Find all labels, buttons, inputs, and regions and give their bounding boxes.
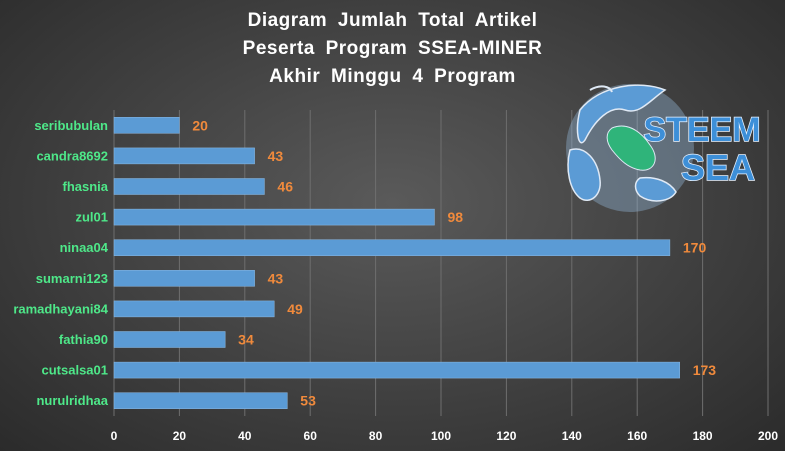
value-label: 173 bbox=[693, 362, 717, 378]
category-labels: seribubulan candra8692 fhasnia zul01 ninaa04… bbox=[13, 118, 108, 408]
title-line-1: Diagram Jumlah Total Artikel bbox=[247, 10, 538, 31]
value-label: 53 bbox=[300, 393, 316, 409]
category-label: sumarni123 bbox=[36, 271, 108, 286]
value-label: 34 bbox=[238, 332, 254, 348]
bar-candra8692 bbox=[113, 147, 255, 165]
value-label: 98 bbox=[447, 209, 463, 225]
category-label: ramadhayani84 bbox=[13, 301, 108, 316]
steem-sea-logo: STEEM SEA bbox=[566, 84, 761, 212]
category-label: seribubulan bbox=[34, 118, 108, 133]
x-tick-label: 100 bbox=[431, 429, 451, 443]
x-tick-label: 180 bbox=[693, 429, 713, 443]
bar-nurulridhaa bbox=[113, 392, 288, 409]
logo-text-steem: STEEM bbox=[643, 111, 760, 149]
title-line-2: Peserta Program SSEA-MINER bbox=[242, 38, 543, 59]
globe-icon bbox=[566, 84, 694, 212]
bar-zul01 bbox=[113, 208, 435, 226]
category-label: zul01 bbox=[75, 210, 108, 225]
bar-fathia90 bbox=[113, 331, 226, 348]
category-label: candra8692 bbox=[36, 148, 108, 163]
x-tick-label: 200 bbox=[758, 429, 778, 443]
bars bbox=[113, 117, 680, 409]
category-label: cutsalsa01 bbox=[42, 363, 109, 378]
logo-text-sea: SEA bbox=[681, 147, 755, 188]
x-tick-label: 140 bbox=[562, 429, 582, 443]
value-label: 46 bbox=[277, 179, 293, 195]
category-label: ninaa04 bbox=[60, 240, 109, 255]
x-axis-tick-labels: 0 20 40 60 80 100 120 140 160 180 200 bbox=[111, 429, 779, 443]
bar-sumarni123 bbox=[113, 270, 255, 287]
title-line-3: Akhir Minggu 4 Program bbox=[269, 66, 516, 87]
bar-ramadhayani84 bbox=[113, 300, 275, 318]
value-label: 20 bbox=[192, 117, 208, 133]
category-label: fhasnia bbox=[62, 179, 108, 194]
value-label: 170 bbox=[683, 240, 707, 256]
x-tick-label: 20 bbox=[173, 429, 187, 443]
bar-fhasnia bbox=[113, 178, 265, 195]
bar-ninaa04 bbox=[113, 239, 671, 256]
value-label: 43 bbox=[268, 148, 284, 164]
x-tick-label: 120 bbox=[496, 429, 516, 443]
value-label: 43 bbox=[268, 270, 284, 286]
value-label: 49 bbox=[287, 301, 303, 317]
x-tick-label: 80 bbox=[369, 429, 383, 443]
x-tick-label: 0 bbox=[111, 429, 118, 443]
bar-cutsalsa01 bbox=[113, 361, 680, 379]
x-tick-label: 60 bbox=[304, 429, 318, 443]
x-tick-label: 160 bbox=[627, 429, 647, 443]
category-label: nurulridhaa bbox=[36, 393, 108, 408]
x-tick-label: 40 bbox=[238, 429, 252, 443]
category-label: fathia90 bbox=[59, 332, 108, 347]
bar-seribubulan bbox=[113, 117, 180, 134]
